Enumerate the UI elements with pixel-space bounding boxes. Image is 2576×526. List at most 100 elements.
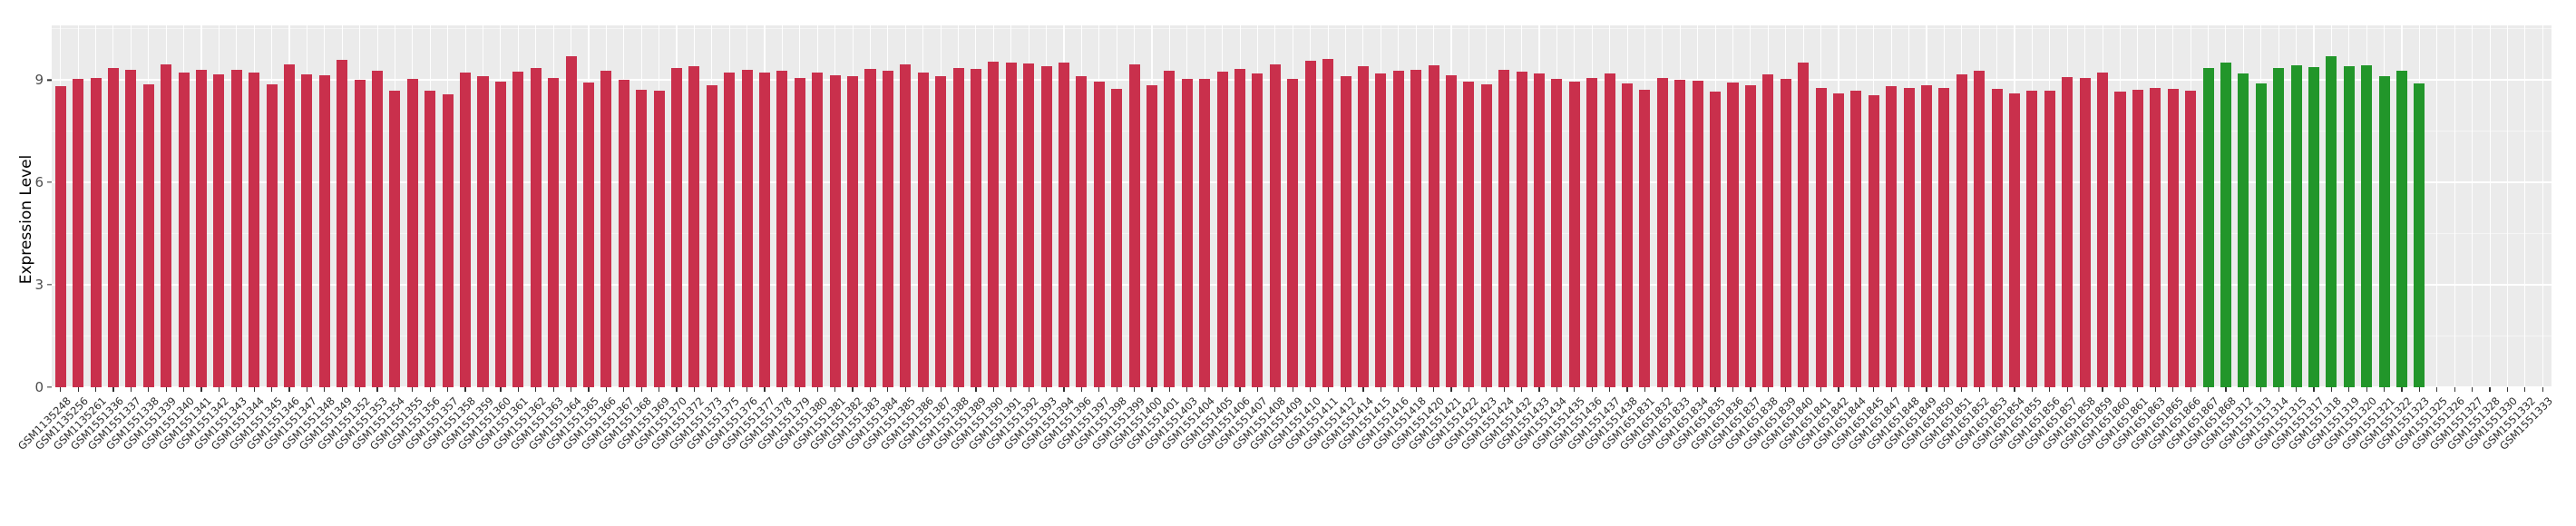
bar[interactable] <box>1040 66 1052 387</box>
bar[interactable] <box>460 72 472 387</box>
bar[interactable] <box>1798 63 1810 387</box>
bar[interactable] <box>73 79 84 387</box>
bar[interactable] <box>2326 55 2337 387</box>
bar[interactable] <box>1269 64 1281 387</box>
bar[interactable] <box>1128 63 1140 387</box>
bar[interactable] <box>54 86 66 387</box>
bar[interactable] <box>600 70 612 387</box>
bar[interactable] <box>829 74 841 387</box>
bar[interactable] <box>1480 83 1492 387</box>
bar[interactable] <box>582 83 594 387</box>
bar[interactable] <box>2097 72 2109 387</box>
bar[interactable] <box>1340 75 1351 387</box>
bar[interactable] <box>406 78 418 387</box>
bar[interactable] <box>1832 93 1844 387</box>
bar[interactable] <box>776 71 788 387</box>
bar[interactable] <box>2255 83 2267 387</box>
bar[interactable] <box>1428 65 1439 387</box>
bar[interactable] <box>917 72 929 387</box>
bar[interactable] <box>988 61 1000 387</box>
bar[interactable] <box>882 70 893 387</box>
bar[interactable] <box>1727 83 1739 387</box>
bar[interactable] <box>1551 79 1563 387</box>
bar[interactable] <box>970 69 981 387</box>
bar[interactable] <box>2378 76 2390 387</box>
bar[interactable] <box>372 70 384 387</box>
bar[interactable] <box>337 59 348 387</box>
bar[interactable] <box>195 69 207 387</box>
bar[interactable] <box>565 55 577 387</box>
bar[interactable] <box>724 72 736 387</box>
bar[interactable] <box>864 68 876 387</box>
bar[interactable] <box>688 66 700 387</box>
bar[interactable] <box>283 63 296 387</box>
bar[interactable] <box>2273 68 2285 387</box>
bar[interactable] <box>1164 70 1176 387</box>
bar[interactable] <box>230 69 242 387</box>
bar[interactable] <box>1938 87 1950 387</box>
bar[interactable] <box>812 72 824 387</box>
bar[interactable] <box>1287 79 1299 387</box>
bar[interactable] <box>2185 90 2197 387</box>
bar[interactable] <box>1375 73 1387 387</box>
bar[interactable] <box>1956 74 1967 387</box>
bar[interactable] <box>636 89 648 387</box>
bar[interactable] <box>125 69 137 387</box>
bar[interactable] <box>618 80 629 387</box>
bar[interactable] <box>794 78 805 387</box>
bar[interactable] <box>1780 79 1791 387</box>
bar[interactable] <box>1234 69 1246 387</box>
bar[interactable] <box>1622 83 1634 387</box>
bar[interactable] <box>442 94 454 387</box>
bar[interactable] <box>2396 70 2408 387</box>
bar[interactable] <box>1762 73 1774 387</box>
bar[interactable] <box>424 90 436 387</box>
bar[interactable] <box>90 77 102 387</box>
bar[interactable] <box>266 83 278 387</box>
bar[interactable] <box>1199 78 1211 387</box>
bar[interactable] <box>2220 62 2231 387</box>
bar[interactable] <box>1920 84 1932 387</box>
bar[interactable] <box>530 67 542 387</box>
bar[interactable] <box>1463 81 1475 387</box>
bar[interactable] <box>2414 83 2425 387</box>
bar[interactable] <box>706 85 717 387</box>
bar[interactable] <box>1076 75 1088 387</box>
bar[interactable] <box>2079 77 2091 387</box>
bar[interactable] <box>1586 77 1598 387</box>
bar[interactable] <box>2202 68 2214 387</box>
bar[interactable] <box>301 73 313 387</box>
bar[interactable] <box>1322 58 1334 387</box>
bar[interactable] <box>653 91 665 387</box>
bar[interactable] <box>178 73 190 387</box>
bar[interactable] <box>2308 66 2319 387</box>
bar[interactable] <box>2009 93 2021 387</box>
bar[interactable] <box>1903 88 1915 387</box>
bar[interactable] <box>1111 89 1123 387</box>
bar[interactable] <box>1568 82 1580 387</box>
bar[interactable] <box>1392 71 1404 387</box>
bar[interactable] <box>1005 62 1017 387</box>
bar[interactable] <box>389 91 401 387</box>
bar[interactable] <box>318 74 330 387</box>
bar[interactable] <box>1147 84 1158 387</box>
bar[interactable] <box>1498 69 1510 387</box>
bar[interactable] <box>161 63 172 387</box>
bar[interactable] <box>2114 92 2126 387</box>
bar[interactable] <box>759 72 771 387</box>
bar[interactable] <box>952 68 964 387</box>
bar[interactable] <box>1252 73 1264 387</box>
bar[interactable] <box>2062 77 2073 387</box>
bar[interactable] <box>1815 87 1827 387</box>
bar[interactable] <box>1886 86 1898 387</box>
bar[interactable] <box>1974 71 1986 387</box>
bar[interactable] <box>2026 90 2038 387</box>
bar[interactable] <box>2343 66 2355 387</box>
bar[interactable] <box>935 75 947 387</box>
bar[interactable] <box>1710 92 1722 387</box>
bar[interactable] <box>512 71 524 387</box>
bar[interactable] <box>1304 61 1316 387</box>
bar[interactable] <box>1093 81 1105 387</box>
bar[interactable] <box>548 78 560 387</box>
bar[interactable] <box>1357 66 1369 387</box>
